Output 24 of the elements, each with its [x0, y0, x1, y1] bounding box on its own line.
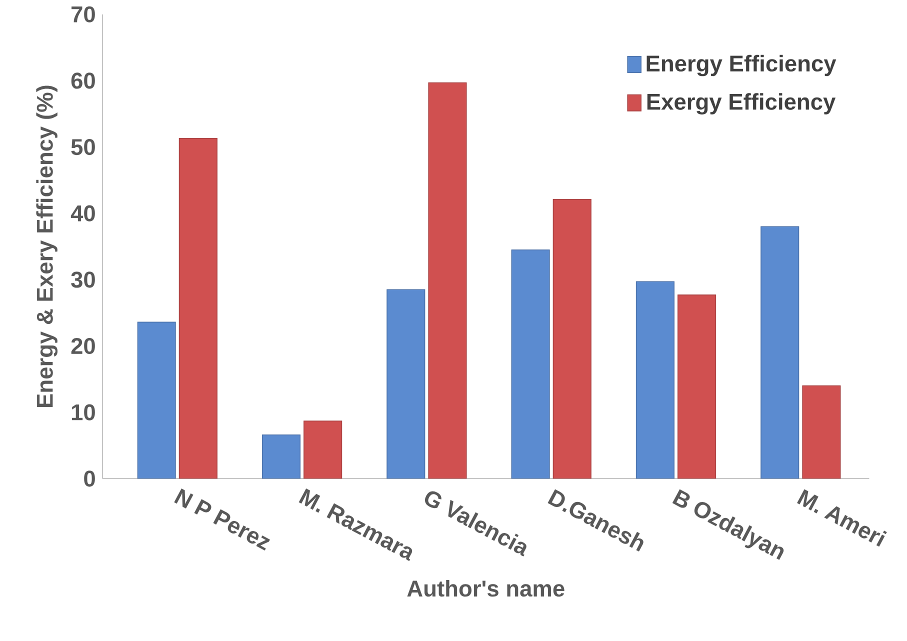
bar: [178, 138, 218, 479]
bar: [137, 322, 176, 479]
legend-label: Energy Efficiency: [646, 55, 836, 76]
bar: [552, 199, 592, 479]
y-tick-label: 50: [71, 139, 95, 156]
bar: [678, 294, 716, 479]
bar: [304, 420, 342, 479]
y-tick-label: 70: [72, 6, 95, 23]
bar: [636, 281, 674, 479]
bar: [511, 250, 550, 479]
bar: [386, 289, 426, 479]
y-axis-title: Energy & Exery Efficiency (%): [36, 86, 58, 408]
y-tick-label: 30: [71, 272, 95, 288]
y-tick-label: 40: [70, 205, 95, 222]
bar: [802, 386, 841, 479]
legend-label: Exergy Efficiency: [647, 93, 836, 115]
y-tick-label: 60: [71, 72, 95, 89]
y-tick-label: 20: [71, 338, 95, 354]
y-tick-label: 10: [72, 404, 95, 421]
bar: [262, 434, 301, 479]
bar: [428, 82, 467, 479]
bar: [760, 226, 800, 479]
y-tick-label: 0: [84, 470, 95, 487]
x-axis-title: Author's name: [407, 580, 564, 597]
